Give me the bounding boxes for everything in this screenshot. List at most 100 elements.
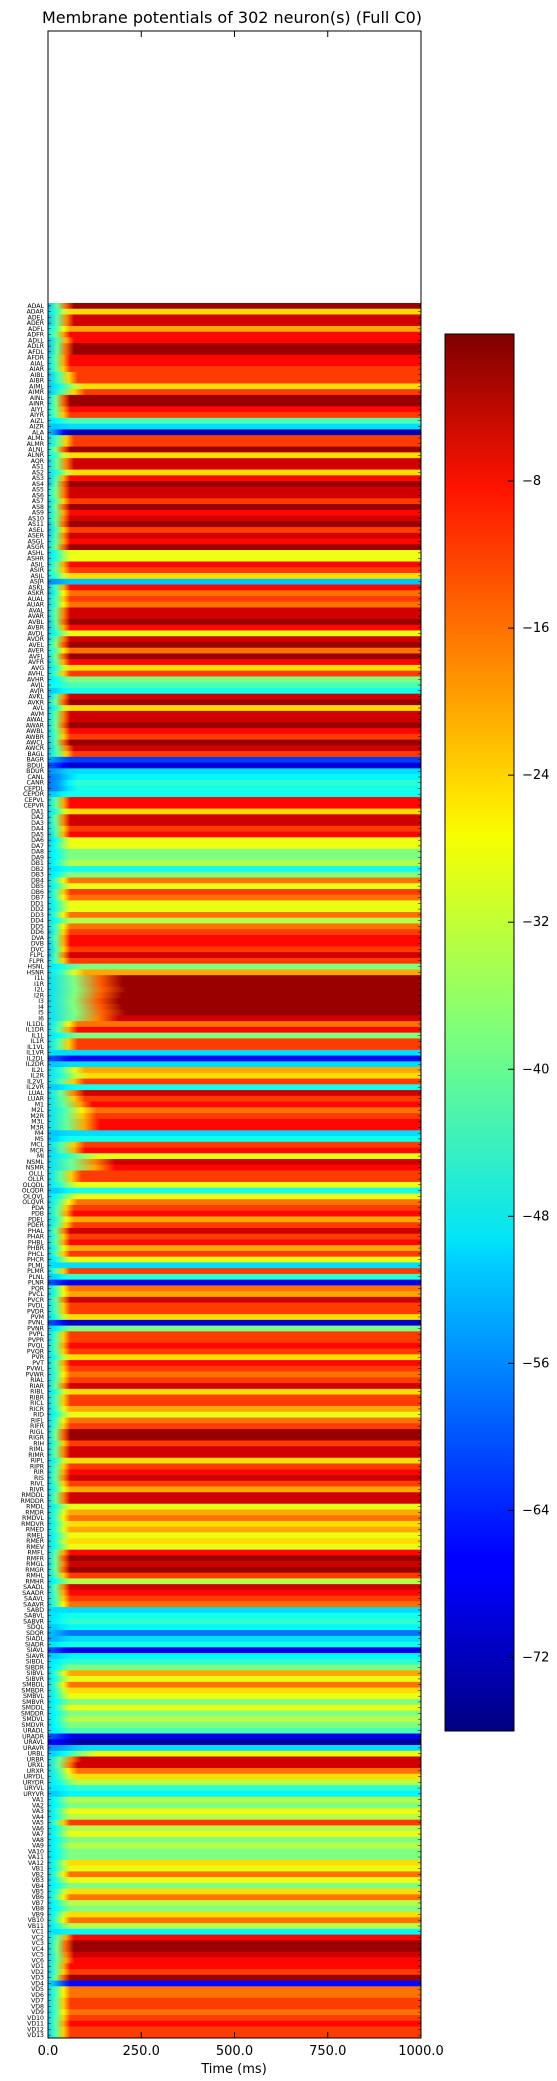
heatmap-row (48, 1710, 421, 1717)
neuron-label: PDB (31, 1211, 44, 1218)
heatmap-row (48, 1434, 421, 1441)
neuron-label: DA4 (31, 826, 44, 833)
heatmap-row (48, 1831, 421, 1838)
heatmap-row (48, 877, 421, 884)
neuron-label: ADER (27, 320, 45, 327)
neuron-label: SIADL (26, 1636, 45, 1643)
neuron-label: M2R (30, 1113, 44, 1120)
neuron-label: NSML (27, 1159, 45, 1166)
heatmap-row (48, 1928, 421, 1935)
neuron-label: SMDVL (22, 1716, 44, 1723)
heatmap-row (48, 1905, 421, 1913)
heatmap-row (48, 1239, 421, 1246)
neuron-label: M4 (35, 1130, 44, 1137)
neuron-label: RIVR (29, 1486, 44, 1493)
heatmap-row (48, 1865, 421, 1872)
heatmap-row (48, 722, 421, 729)
heatmap-row (48, 2003, 421, 2010)
heatmap-row (48, 1612, 421, 1620)
heatmap-row (48, 607, 421, 614)
heatmap-row (48, 1986, 421, 1993)
heatmap-row (48, 1543, 421, 1551)
neuron-label: M3R (30, 1124, 44, 1131)
neuron-label: SAADR (22, 1590, 44, 1597)
neuron-label: DD4 (31, 918, 45, 925)
heatmap-row (48, 900, 421, 907)
heatmap-row (48, 1578, 421, 1585)
neuron-label: AQR (31, 458, 45, 465)
heatmap-row (48, 1997, 421, 2004)
neuron-label: AVJL (31, 682, 45, 689)
neuron-label: VB3 (32, 1877, 44, 1884)
neuron-label: DD2 (31, 906, 45, 913)
neuron-label: AVFL (29, 653, 45, 660)
heatmap-row (48, 739, 421, 746)
neuron-label: AINL (30, 395, 45, 402)
heatmap-row (48, 1423, 421, 1430)
heatmap-row (48, 808, 421, 815)
heatmap-row (48, 883, 421, 890)
heatmap-row (48, 1463, 421, 1470)
neuron-label: SAADL (23, 1584, 44, 1591)
neuron-label: DD1 (31, 900, 45, 907)
heatmap-row (48, 2015, 421, 2022)
heatmap-row (48, 1549, 421, 1556)
neuron-label: ASIL (31, 561, 45, 568)
neuron-label: AIMR (28, 389, 44, 396)
heatmap-row (48, 733, 421, 741)
neuron-label: DVB (31, 941, 44, 948)
neuron-label: IL1R (30, 1038, 44, 1045)
heatmap-row (48, 1796, 421, 1803)
heatmap-row (48, 1859, 421, 1867)
neuron-label: SMDDL (22, 1705, 45, 1712)
neuron-label: SIBVR (26, 1676, 45, 1683)
neuron-label: VD7 (31, 1998, 44, 2005)
heatmap-row (48, 360, 421, 367)
neuron-label: PLNR (28, 1280, 45, 1287)
neuron-label: PVCL (28, 1291, 44, 1298)
neuron-label: RIAR (29, 1383, 44, 1390)
neuron-label: PHCR (27, 1257, 45, 1264)
heatmap-row (48, 1015, 421, 1022)
heatmap-row (48, 1222, 421, 1229)
neuron-label: AFDR (27, 355, 45, 362)
heatmap-row (48, 1497, 421, 1505)
neuron-label: PVM (31, 1314, 44, 1321)
heatmap-row (48, 469, 421, 476)
heatmap-row (48, 762, 421, 769)
neuron-label: AVER (28, 648, 45, 655)
neuron-label: SABVL (24, 1613, 45, 1620)
heatmap-row (48, 561, 421, 568)
neuron-label: ASER (28, 533, 45, 540)
heatmap-row (48, 911, 421, 919)
neuron-label: OLLL (29, 1170, 45, 1177)
heatmap-row (48, 802, 421, 809)
heatmap-row (48, 412, 421, 419)
neuron-label: RIVL (30, 1481, 44, 1488)
heatmap-row (48, 435, 421, 442)
heatmap-row (48, 498, 421, 505)
heatmap-row (48, 687, 421, 695)
heatmap-row (48, 659, 421, 666)
neuron-label: FLPR (29, 958, 45, 965)
heatmap-row (48, 906, 421, 913)
heatmap-row (48, 1923, 421, 1930)
heatmap-row (48, 618, 421, 626)
neuron-label: SMDVR (22, 1722, 45, 1729)
heatmap-row (48, 1917, 421, 1924)
neuron-label: VB5 (32, 1889, 44, 1896)
heatmap-row (48, 377, 421, 384)
neuron-label: VB11 (28, 1923, 44, 1930)
neuron-label: DA6 (31, 837, 44, 844)
neuron-label: SIAVL (27, 1647, 45, 1654)
heatmap-row (48, 1474, 421, 1482)
heatmap-row (48, 1233, 421, 1240)
heatmap-row (48, 1331, 421, 1338)
heatmap-row (48, 595, 421, 603)
neuron-label: PHAL (28, 1228, 45, 1235)
heatmap-row (48, 774, 421, 781)
heatmap-row (48, 1767, 421, 1775)
neuron-label: AWAR (26, 722, 45, 729)
heatmap-row (48, 1750, 421, 1757)
neuron-label: VC5 (32, 1952, 45, 1959)
